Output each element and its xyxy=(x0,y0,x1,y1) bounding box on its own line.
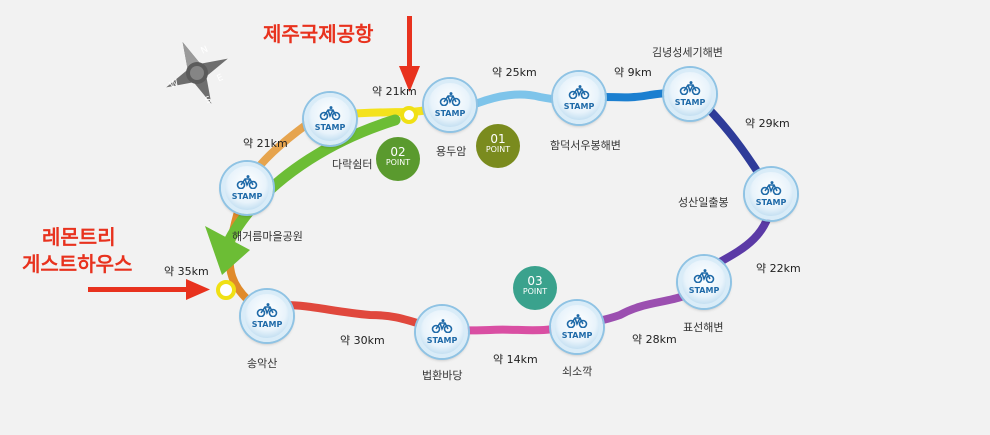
bicycle-icon xyxy=(693,269,715,283)
guesthouse-arrow-icon xyxy=(88,279,210,300)
guesthouse-callout-line1: 레몬트리 xyxy=(42,225,116,249)
stamp-label: STAMP xyxy=(231,192,263,201)
bicycle-icon xyxy=(236,175,258,189)
stamp-label: STAMP xyxy=(251,320,283,329)
airport-callout: 제주국제공항 xyxy=(263,22,374,46)
guesthouse-callout-line2: 게스트하우스 xyxy=(22,252,133,276)
distance-label: 약 25km xyxy=(492,66,537,79)
stamp-pyoseon[interactable]: STAMP xyxy=(678,256,730,308)
compass-icon: N E S W xyxy=(166,42,228,107)
distance-label: 약 29km xyxy=(745,117,790,130)
stamp-hamdeok[interactable]: STAMP xyxy=(553,72,605,124)
bicycle-icon xyxy=(439,92,461,106)
point-02-badge: 02 POINT xyxy=(376,137,420,181)
stamp-beophwan[interactable]: STAMP xyxy=(416,306,468,358)
station-label-gimnyeong: 김녕성세기해변 xyxy=(652,46,723,59)
stamp-yongduam[interactable]: STAMP xyxy=(424,79,476,131)
stamp-label: STAMP xyxy=(674,98,706,107)
stamp-label: STAMP xyxy=(688,286,720,295)
bicycle-icon xyxy=(566,314,588,328)
stamp-soesokkak[interactable]: STAMP xyxy=(551,301,603,353)
stamp-label: STAMP xyxy=(563,102,595,111)
stamp-label: STAMP xyxy=(314,123,346,132)
point-03-badge: 03 POINT xyxy=(513,266,557,310)
airport-marker xyxy=(400,106,418,124)
distance-label: 약 35km xyxy=(164,265,209,278)
point-word: POINT xyxy=(485,145,511,154)
distance-label: 약 21km xyxy=(243,137,288,150)
stamp-label: STAMP xyxy=(755,198,787,207)
stamp-darak[interactable]: STAMP xyxy=(304,93,356,145)
point-word: POINT xyxy=(522,287,548,296)
station-label-soesokkak: 쇠소깍 xyxy=(562,365,593,378)
point-number: 01 xyxy=(490,132,506,146)
station-label-hamdeok: 함덕서우봉해변 xyxy=(550,139,621,152)
stamp-haegeorim[interactable]: STAMP xyxy=(221,162,273,214)
point-01-badge: 01 POINT xyxy=(476,124,520,168)
distance-label: 약 22km xyxy=(756,262,801,275)
compass-e: E xyxy=(216,73,226,85)
distance-label: 약 14km xyxy=(493,353,538,366)
guesthouse-marker xyxy=(216,280,236,300)
bicycle-icon xyxy=(568,85,590,99)
distance-label: 약 30km xyxy=(340,334,385,347)
station-label-beophwan: 법환바당 xyxy=(422,369,463,382)
station-label-darak: 다락쉼터 xyxy=(332,158,373,171)
distance-label: 약 21km xyxy=(372,85,417,98)
station-label-songaksan: 송악산 xyxy=(247,357,278,370)
point-word: POINT xyxy=(385,158,411,167)
bicycle-icon xyxy=(431,319,453,333)
station-label-seongsan: 성산일출봉 xyxy=(678,196,729,209)
station-label-pyoseon: 표선해변 xyxy=(683,321,724,334)
stamp-gimnyeong[interactable]: STAMP xyxy=(664,68,716,120)
station-label-yongduam: 용두암 xyxy=(436,145,467,158)
stamp-songaksan[interactable]: STAMP xyxy=(241,290,293,342)
point-number: 02 xyxy=(390,145,406,159)
distance-label: 약 9km xyxy=(614,66,652,79)
stamp-label: STAMP xyxy=(561,331,593,340)
bicycle-icon xyxy=(760,181,782,195)
bicycle-icon xyxy=(256,303,278,317)
distance-label: 약 28km xyxy=(632,333,677,346)
point-number: 03 xyxy=(527,274,543,288)
compass-w: W xyxy=(168,78,180,91)
stamp-label: STAMP xyxy=(426,336,458,345)
compass-s: S xyxy=(204,95,214,107)
station-label-haegeorim: 해거름마을공원 xyxy=(232,230,303,243)
compass-n: N xyxy=(199,45,209,57)
stamp-label: STAMP xyxy=(434,109,466,118)
airport-arrow-icon xyxy=(399,16,420,92)
stamp-seongsan[interactable]: STAMP xyxy=(745,168,797,220)
bicycle-icon xyxy=(679,81,701,95)
bicycle-icon xyxy=(319,106,341,120)
